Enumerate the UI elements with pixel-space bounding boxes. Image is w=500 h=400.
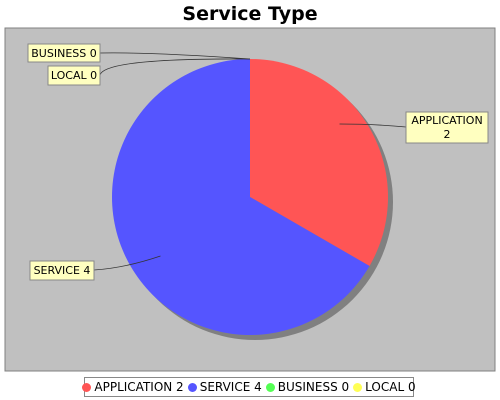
chart-title: Service Type [182,3,318,25]
pie-slice-application [250,59,388,266]
leader-application [339,123,407,128]
legend: APPLICATION 2 SERVICE 4 BUSINESS 0 LOCAL… [82,377,416,397]
callout-local-label: LOCAL 0 [51,69,97,82]
pie-slice-service [112,59,370,335]
legend-item-application: APPLICATION 2 [82,380,184,394]
callout-service-label: SERVICE 4 [34,264,91,277]
callout-business-label: BUSINESS 0 [31,47,96,60]
callout-business: BUSINESS 0 [27,43,101,63]
legend-label-application: APPLICATION 2 [94,380,184,394]
leader-service [93,255,161,271]
legend-dot-business-icon [265,382,275,392]
legend-dot-application-icon [82,382,92,392]
legend-item-business: BUSINESS 0 [265,380,350,394]
legend-item-local: LOCAL 0 [353,380,416,394]
callout-application-value: 2 [444,128,451,141]
legend-label-business: BUSINESS 0 [277,380,350,394]
leader-business [99,52,251,60]
callout-service: SERVICE 4 [29,260,95,281]
callout-application-label: APPLICATION [411,114,482,127]
legend-label-local: LOCAL 0 [365,380,416,394]
legend-dot-local-icon [353,382,363,392]
callout-application: APPLICATION 2 [405,111,489,144]
callout-local: LOCAL 0 [47,65,101,86]
legend-dot-service-icon [187,382,197,392]
legend-label-service: SERVICE 4 [199,380,262,394]
leader-local [99,58,251,76]
legend-item-service: SERVICE 4 [187,380,262,394]
